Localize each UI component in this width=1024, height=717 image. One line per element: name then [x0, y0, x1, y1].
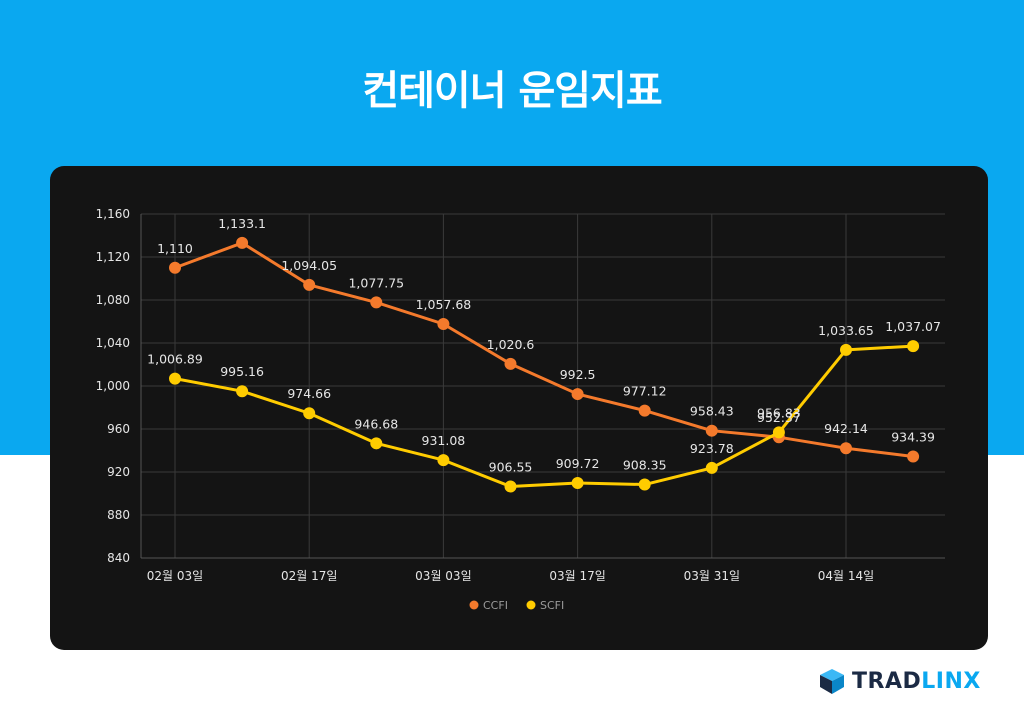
- data-label-ccfi: 1,133.1: [218, 216, 266, 231]
- page-title: 컨테이너 운임지표: [362, 68, 662, 114]
- data-label-scfi: 1,033.65: [818, 323, 874, 338]
- x-tick-label: 02월 03일: [147, 569, 203, 583]
- brand-part-2: LINX: [921, 668, 981, 694]
- data-point-scfi: [236, 385, 249, 398]
- data-label-ccfi: 992.5: [560, 367, 596, 382]
- data-label-scfi: 909.72: [556, 456, 600, 471]
- data-point-ccfi: [236, 236, 249, 249]
- data-point-scfi: [303, 407, 316, 420]
- x-tick-label: 03월 17일: [549, 569, 605, 583]
- x-tick-label: 03월 31일: [684, 569, 740, 583]
- data-point-ccfi: [437, 317, 450, 330]
- y-tick-label: 960: [107, 422, 130, 436]
- data-point-scfi: [705, 461, 718, 474]
- data-label-ccfi: 1,020.6: [487, 337, 535, 352]
- data-label-scfi: 908.35: [623, 458, 667, 473]
- data-label-ccfi: 1,057.68: [416, 297, 472, 312]
- legend-marker-ccfi: [469, 600, 479, 610]
- data-label-ccfi: 942.14: [824, 421, 868, 436]
- y-tick-label: 1,080: [96, 293, 130, 307]
- data-label-ccfi: 1,077.75: [348, 275, 404, 290]
- cube-icon: [820, 669, 844, 694]
- data-label-scfi: 995.16: [220, 364, 264, 379]
- data-point-scfi: [907, 340, 920, 353]
- data-label-ccfi: 1,110: [157, 241, 193, 256]
- data-point-ccfi: [504, 357, 517, 370]
- data-label-ccfi: 1,094.05: [281, 258, 337, 273]
- brand-part-1: TRAD: [852, 668, 922, 694]
- data-point-ccfi: [907, 450, 920, 463]
- y-tick-label: 1,040: [96, 336, 130, 350]
- series-line-ccfi: [174, 241, 914, 459]
- y-tick-label: 1,160: [96, 207, 130, 221]
- data-label-scfi: 946.68: [354, 416, 398, 431]
- x-tick-label: 03월 03일: [415, 569, 471, 583]
- data-label-ccfi: 952.37: [757, 410, 801, 425]
- data-point-scfi: [169, 372, 181, 385]
- data-point-ccfi: [705, 424, 718, 437]
- series-line-scfi: [174, 344, 914, 488]
- legend-marker-scfi: [526, 600, 536, 610]
- x-tick-label: 02월 17일: [281, 569, 337, 583]
- data-point-scfi: [437, 454, 450, 467]
- data-point-scfi: [840, 343, 852, 356]
- data-point-ccfi: [370, 296, 383, 309]
- data-label-scfi: 906.55: [489, 459, 533, 474]
- x-tick-label: 04월 14일: [818, 569, 874, 583]
- data-label-scfi: 931.08: [422, 433, 466, 448]
- data-label-scfi: 1,037.07: [885, 319, 941, 334]
- data-label-ccfi: 958.43: [690, 404, 734, 419]
- data-point-scfi: [772, 426, 785, 439]
- data-point-ccfi: [571, 388, 584, 401]
- data-point-scfi: [571, 477, 584, 490]
- data-point-ccfi: [169, 261, 181, 274]
- data-label-ccfi: 977.12: [623, 384, 667, 399]
- data-point-ccfi: [638, 404, 651, 417]
- y-tick-label: 880: [107, 508, 130, 522]
- data-label-scfi: 1,006.89: [147, 352, 203, 367]
- data-point-ccfi: [303, 278, 316, 291]
- tradlinx-logo: TRADLINX: [818, 666, 998, 696]
- legend-label-ccfi: CCFI: [483, 599, 508, 612]
- data-label-scfi: 923.78: [690, 441, 734, 456]
- data-label-ccfi: 934.39: [891, 430, 935, 445]
- data-label-scfi: 956.83: [757, 405, 801, 420]
- y-tick-label: 920: [107, 465, 130, 479]
- data-point-ccfi: [840, 442, 852, 455]
- data-point-scfi: [370, 437, 383, 450]
- y-tick-label: 840: [107, 551, 130, 565]
- chart-card: 840 880 920 960 1,000 1,040 1,080 1,120 1,160 02월…: [50, 166, 988, 650]
- line-chart: 840 880 920 960 1,000 1,040 1,080 1,120 1,160 02월…: [96, 207, 945, 612]
- data-point-scfi: [638, 478, 651, 491]
- y-tick-label: 1,120: [96, 250, 130, 264]
- data-point-scfi: [504, 480, 517, 493]
- data-label-scfi: 974.66: [287, 386, 331, 401]
- legend-label-scfi: SCFI: [540, 599, 564, 612]
- y-tick-label: 1,000: [96, 379, 130, 393]
